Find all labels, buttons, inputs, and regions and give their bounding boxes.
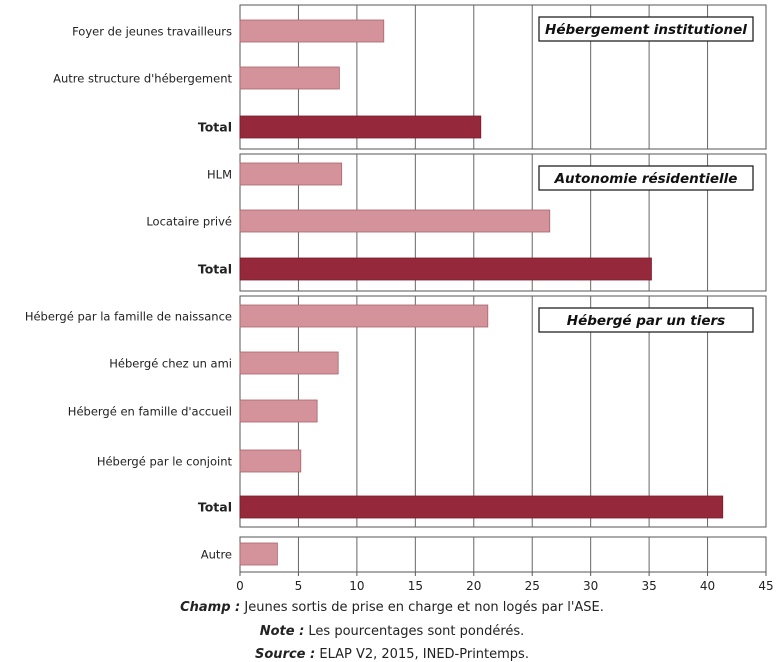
bar-label: Autre structure d'hébergement (53, 72, 232, 86)
x-tick-label: 5 (295, 579, 303, 593)
panel-2: HLM Locataire privé Total Autonomie résiden… (146, 153, 767, 292)
bar-total (239, 257, 652, 281)
note-champ: Champ : Jeunes sortis de prise en charge… (0, 600, 784, 615)
panel-frame (239, 536, 767, 573)
panel-title: Hébergement institutionel (545, 22, 747, 38)
x-tick-label: 30 (583, 579, 598, 593)
bar-label: Total (198, 500, 232, 515)
note-champ-label: Champ : (180, 600, 241, 615)
bar (239, 399, 318, 423)
x-tick-label: 40 (700, 579, 715, 593)
bar (239, 542, 278, 566)
panel-3: Hébergé par la famille de naissance Héber… (25, 295, 767, 528)
note-champ-text: Jeunes sortis de prise en charge et non … (240, 600, 604, 615)
bar (239, 449, 302, 473)
bar (239, 304, 489, 328)
bar-label: Foyer de jeunes travailleurs (72, 25, 232, 39)
bar-label: Autre (201, 548, 232, 562)
bar-label: HLM (207, 168, 232, 182)
panel-frame (239, 295, 767, 528)
x-tick-label: 25 (525, 579, 540, 593)
chart: Foyer de jeunes travailleurs Autre struct… (25, 4, 774, 593)
note-note-text: Les pourcentages sont pondérés. (304, 624, 525, 639)
note-source-label: Source : (255, 647, 316, 662)
x-tick-label: 35 (641, 579, 656, 593)
bar (239, 351, 339, 375)
bar-label: Hébergé par la famille de naissance (25, 310, 232, 324)
bar (239, 19, 385, 43)
bar-label: Hébergé chez un ami (109, 357, 232, 371)
bar-total (239, 115, 482, 139)
note-note-label: Note : (259, 624, 305, 639)
panel-title-box (538, 16, 754, 42)
bar (239, 209, 551, 233)
x-tick-label: 10 (349, 579, 364, 593)
bar (239, 66, 340, 90)
x-tick-label: 20 (466, 579, 481, 593)
bar-label: Hébergé par le conjoint (97, 455, 233, 469)
panel-1: Foyer de jeunes travailleurs Autre struct… (53, 4, 767, 150)
x-tick-label: 45 (758, 579, 773, 593)
panel-title: Autonomie résidentielle (554, 171, 738, 187)
panel-title-box (538, 165, 754, 191)
x-tick-label: 0 (236, 579, 244, 593)
panel-title-box (538, 307, 754, 333)
note-source: Source : ELAP V2, 2015, INED-Printemps. (0, 647, 784, 662)
panel-title: Hébergé par un tiers (567, 313, 725, 329)
bar (239, 162, 343, 186)
bar-total (239, 495, 724, 519)
bar-label: Total (198, 262, 232, 277)
panel-4: Autre (201, 536, 767, 573)
bar-label: Hébergé en famille d'accueil (68, 405, 232, 419)
x-axis: 0 5 10 15 20 25 30 35 40 45 (236, 572, 774, 593)
x-tick-label: 15 (408, 579, 423, 593)
note-note: Note : Les pourcentages sont pondérés. (0, 624, 784, 639)
bar-label: Locataire privé (146, 215, 232, 229)
bar-label: Total (198, 120, 232, 135)
note-source-text: ELAP V2, 2015, INED-Printemps. (315, 647, 529, 662)
